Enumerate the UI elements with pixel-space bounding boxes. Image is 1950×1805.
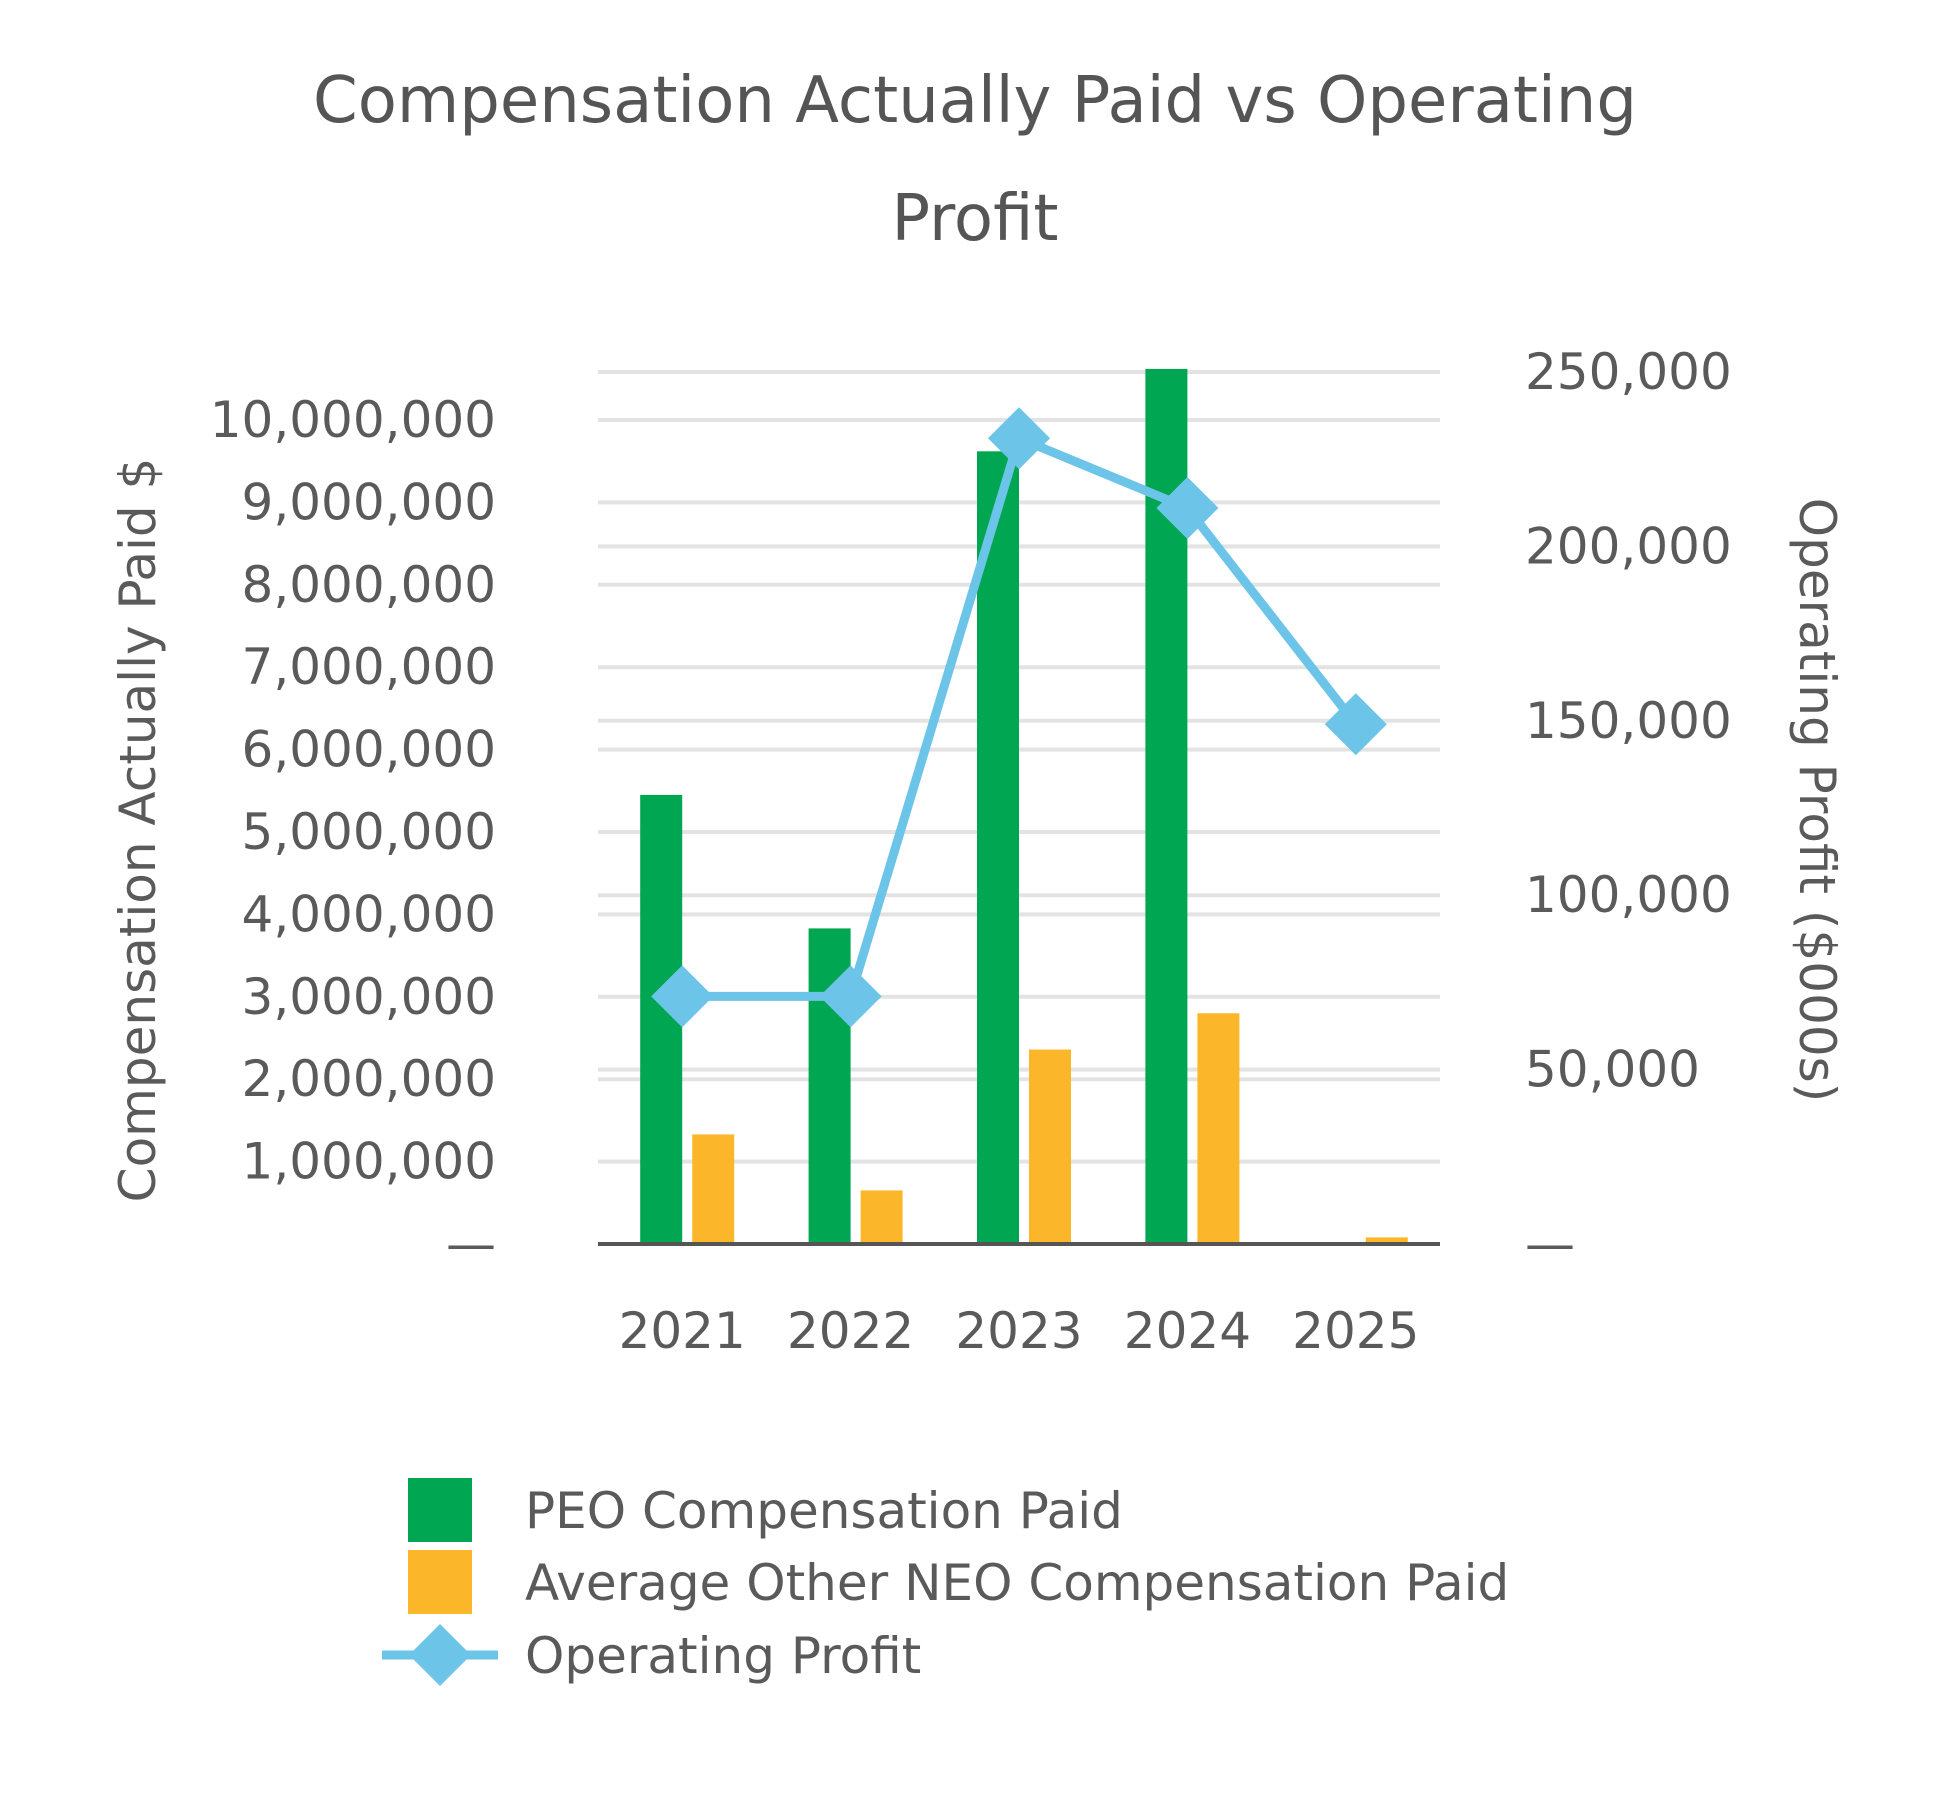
left-tick-label-8: 8,000,000 — [242, 556, 496, 614]
x-tick-label-2025: 2025 — [1292, 1302, 1419, 1360]
operating-profit-marker-2021 — [651, 965, 714, 1028]
operating-profit-marker-2023 — [988, 407, 1050, 470]
right-y-axis-ticks: — 50,000 100,000 150,000 200,000 250,000 — [1525, 343, 1732, 1273]
left-y-axis-label: Compensation Actually Paid $ — [109, 458, 167, 1203]
bar-neo-2023 — [1029, 1049, 1071, 1244]
chart-title-line-1: Compensation Actually Paid vs Operating — [313, 64, 1637, 138]
bar-neo-2021 — [692, 1134, 735, 1244]
legend-swatch-0 — [408, 1478, 472, 1542]
bar-neo-2022 — [860, 1190, 903, 1244]
legend-label-2: Operating Profit — [525, 1627, 921, 1685]
left-tick-label-7: 7,000,000 — [242, 638, 496, 696]
left-tick-label-6: 6,000,000 — [242, 721, 496, 779]
left-tick-label-9: 9,000,000 — [242, 473, 496, 531]
legend-label-0: PEO Compensation Paid — [525, 1482, 1123, 1540]
right-y-axis-label: Operating Profit ($000s) — [1788, 498, 1846, 1103]
bars — [640, 368, 1408, 1244]
right-tick-label-3: 150,000 — [1525, 692, 1732, 750]
bar-neo-2024 — [1197, 1013, 1240, 1244]
legend-swatch-1 — [408, 1550, 472, 1614]
x-axis-ticks: 2021 2022 2023 2024 2025 — [619, 1302, 1420, 1360]
legend-diamond-swatch — [409, 1624, 471, 1686]
x-tick-label-2021: 2021 — [619, 1302, 746, 1360]
right-tick-label-5: 250,000 — [1525, 343, 1732, 401]
x-tick-label-2024: 2024 — [1124, 1302, 1251, 1360]
right-tick-label-2: 100,000 — [1525, 866, 1732, 924]
legend-label-1: Average Other NEO Compensation Paid — [525, 1554, 1509, 1612]
operating-profit-line — [651, 407, 1387, 1028]
bar-neo-2025 — [1365, 1237, 1408, 1244]
x-tick-label-2023: 2023 — [955, 1302, 1082, 1360]
operating-profit-marker-2024 — [1156, 477, 1219, 540]
operating-profit-marker-2022 — [819, 965, 882, 1028]
right-tick-label-1: 50,000 — [1525, 1041, 1700, 1099]
legend: PEO Compensation Paid Average Other NEO C… — [382, 1478, 1509, 1686]
left-y-axis-ticks: — 1,000,000 2,000,000 3,000,000 4,000,000 5,0… — [210, 391, 496, 1273]
left-tick-label-4: 4,000,000 — [242, 885, 496, 943]
left-tick-label-3: 3,000,000 — [242, 968, 496, 1026]
operating-profit-marker-2025 — [1324, 693, 1387, 756]
right-tick-label-0: — — [1525, 1215, 1575, 1273]
bar-peo-2023 — [977, 451, 1019, 1244]
chart-title: Compensation Actually Paid vs Operating … — [313, 64, 1637, 256]
left-tick-label-0: — — [446, 1215, 496, 1273]
left-tick-label-1: 1,000,000 — [242, 1133, 496, 1191]
right-tick-label-4: 200,000 — [1525, 517, 1732, 575]
left-tick-label-5: 5,000,000 — [242, 803, 496, 861]
left-tick-label-10: 10,000,000 — [210, 391, 496, 449]
left-tick-label-2: 2,000,000 — [242, 1050, 496, 1108]
x-tick-label-2022: 2022 — [787, 1302, 914, 1360]
chart-title-line-2: Profit — [892, 182, 1059, 256]
